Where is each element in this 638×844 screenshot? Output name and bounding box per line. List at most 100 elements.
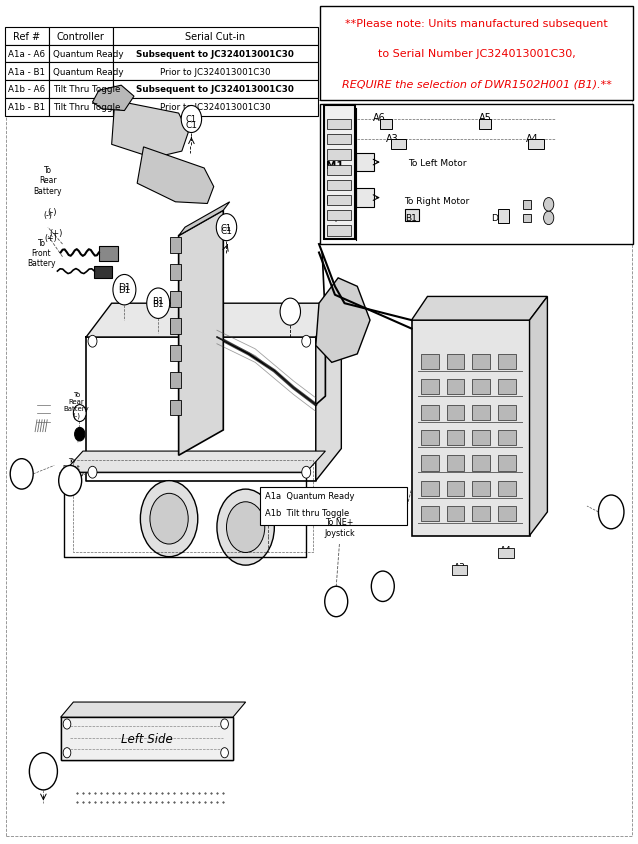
Bar: [447, 506, 464, 522]
Text: A4: A4: [500, 546, 512, 555]
Text: Left Side: Left Side: [121, 732, 173, 745]
Text: D1: D1: [118, 283, 131, 291]
Bar: [113, 81, 318, 99]
Text: To
Front
Battery: To Front Battery: [27, 238, 56, 268]
Text: G1: G1: [64, 477, 76, 485]
Circle shape: [29, 753, 57, 790]
Bar: [447, 481, 464, 496]
Text: (-): (-): [43, 211, 52, 219]
Bar: [49, 81, 113, 99]
Bar: [523, 201, 531, 209]
Bar: [113, 99, 318, 116]
Bar: [421, 380, 439, 395]
Circle shape: [150, 494, 188, 544]
Circle shape: [147, 289, 170, 319]
Bar: [170, 400, 181, 415]
Text: (+): (+): [45, 234, 57, 242]
Bar: [472, 506, 490, 522]
Bar: [320, 105, 633, 245]
Bar: [421, 354, 439, 370]
Text: D1: D1: [491, 214, 504, 222]
Text: (-): (-): [48, 208, 57, 217]
Text: C1: C1: [186, 121, 197, 129]
Bar: [5, 81, 49, 99]
Bar: [49, 63, 113, 81]
Text: **Please note: Units manufactured subsequent: **Please note: Units manufactured subseq…: [345, 19, 608, 29]
Bar: [498, 405, 516, 420]
Bar: [523, 214, 531, 223]
Bar: [5, 99, 49, 116]
Text: B1: B1: [152, 297, 164, 306]
Bar: [113, 28, 318, 46]
Text: A4: A4: [526, 133, 539, 143]
Bar: [5, 28, 49, 46]
Text: C1: C1: [285, 308, 296, 316]
Text: A5: A5: [377, 582, 389, 591]
Text: A6: A6: [330, 598, 342, 606]
Text: Prior to JC324013001C30: Prior to JC324013001C30: [160, 103, 271, 112]
Circle shape: [113, 275, 136, 306]
Bar: [447, 380, 464, 395]
Bar: [421, 405, 439, 420]
Bar: [94, 267, 112, 279]
Circle shape: [10, 459, 33, 490]
Bar: [498, 210, 509, 224]
Bar: [327, 226, 351, 236]
Polygon shape: [112, 101, 188, 159]
Bar: [421, 430, 439, 446]
Text: A1a - B1: A1a - B1: [8, 68, 45, 77]
Bar: [380, 120, 392, 130]
Bar: [472, 405, 490, 420]
Circle shape: [221, 719, 228, 729]
Bar: [61, 717, 233, 760]
Bar: [391, 140, 406, 150]
Circle shape: [221, 748, 228, 758]
Circle shape: [59, 466, 82, 496]
Text: B1: B1: [406, 214, 417, 222]
Text: Quantum Ready: Quantum Ready: [53, 50, 123, 59]
Text: REQUIRE the selection of DWR1502H001 (B1).**: REQUIRE the selection of DWR1502H001 (B1…: [341, 79, 612, 89]
Text: A3: A3: [386, 133, 399, 143]
Polygon shape: [316, 279, 370, 363]
Bar: [170, 265, 181, 280]
Bar: [472, 430, 490, 446]
Polygon shape: [412, 297, 547, 321]
Text: A1b - B1: A1b - B1: [8, 103, 45, 112]
Circle shape: [73, 405, 86, 422]
Bar: [113, 46, 318, 63]
Bar: [412, 321, 530, 536]
Text: F1: F1: [38, 767, 49, 776]
Text: to Serial Number JC324013001C30,: to Serial Number JC324013001C30,: [378, 49, 575, 59]
Bar: [327, 196, 351, 206]
Bar: [327, 211, 351, 221]
Text: Subsequent to JC324013001C30: Subsequent to JC324013001C30: [137, 85, 294, 95]
Text: Tilt Thru Toggle: Tilt Thru Toggle: [53, 85, 120, 95]
Bar: [327, 120, 351, 130]
Circle shape: [63, 748, 71, 758]
Text: Prior to JC324013001C30: Prior to JC324013001C30: [160, 68, 271, 77]
Bar: [61, 717, 233, 760]
Text: A2: A2: [605, 508, 617, 517]
Bar: [421, 506, 439, 522]
Bar: [170, 373, 181, 388]
Bar: [113, 63, 318, 81]
Text: M1: M1: [326, 161, 344, 171]
Text: A1a - A6: A1a - A6: [8, 50, 45, 59]
Bar: [405, 210, 419, 222]
Bar: [327, 135, 351, 145]
Bar: [170, 238, 181, 253]
Text: To
Front
Battery: To Front Battery: [59, 457, 84, 478]
Circle shape: [325, 587, 348, 617]
Bar: [6, 101, 632, 836]
Bar: [260, 488, 407, 525]
Text: B1: B1: [152, 300, 164, 308]
Circle shape: [371, 571, 394, 602]
Bar: [320, 7, 633, 101]
Text: A1b - A6: A1b - A6: [8, 85, 45, 95]
Text: +: +: [331, 214, 339, 224]
Circle shape: [75, 428, 85, 441]
Bar: [356, 189, 374, 208]
Bar: [472, 481, 490, 496]
Bar: [170, 346, 181, 361]
Text: A1a  Quantum Ready: A1a Quantum Ready: [265, 492, 354, 500]
